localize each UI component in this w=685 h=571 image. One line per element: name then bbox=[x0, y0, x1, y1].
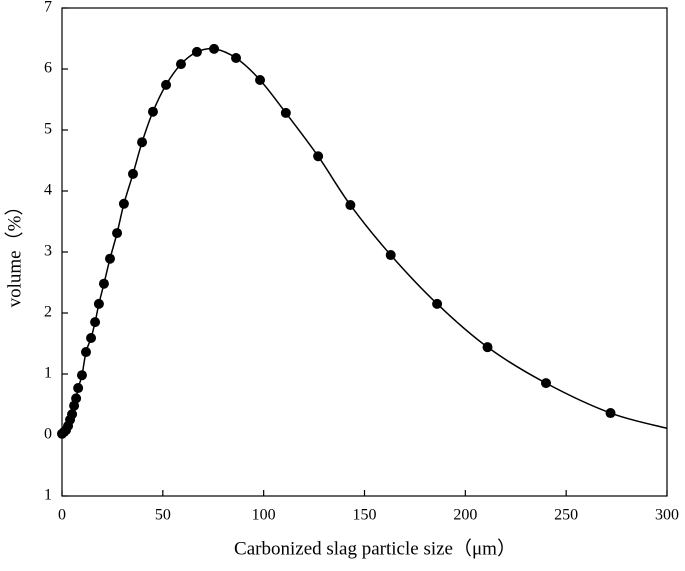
data-point bbox=[98, 278, 109, 289]
data-point bbox=[345, 200, 356, 211]
y-tick-label: 4 bbox=[44, 182, 52, 199]
data-point bbox=[161, 79, 172, 90]
x-tick-label: 250 bbox=[554, 507, 578, 524]
y-tick-label: 7 bbox=[44, 0, 52, 16]
data-point bbox=[209, 43, 220, 54]
curve bbox=[61, 47, 668, 435]
data-point bbox=[147, 106, 158, 117]
y-tick-label: 1 bbox=[44, 365, 52, 382]
x-tick-label: 200 bbox=[453, 507, 477, 524]
x-tick-label: 0 bbox=[58, 507, 66, 524]
data-point bbox=[80, 347, 91, 358]
data-point bbox=[191, 46, 202, 57]
data-point bbox=[605, 408, 616, 419]
y-tick-label: 1 bbox=[44, 487, 52, 504]
y-tick-label: 5 bbox=[44, 121, 52, 138]
data-point bbox=[90, 317, 101, 328]
y-axis-label: volume（%） bbox=[3, 197, 25, 308]
data-point bbox=[93, 298, 104, 309]
data-point bbox=[118, 198, 129, 209]
plot-frame bbox=[61, 7, 668, 497]
data-point bbox=[313, 151, 324, 162]
data-point bbox=[71, 393, 82, 404]
data-point bbox=[280, 107, 291, 118]
x-tick-label: 300 bbox=[655, 507, 679, 524]
data-point bbox=[76, 370, 87, 381]
x-tick-label: 50 bbox=[155, 507, 171, 524]
data-point bbox=[255, 74, 266, 85]
y-tick-label: 3 bbox=[44, 243, 52, 260]
data-point bbox=[112, 228, 123, 239]
data-point bbox=[432, 298, 443, 309]
data-point bbox=[86, 333, 97, 344]
y-tick-label: 0 bbox=[44, 426, 52, 443]
data-point bbox=[67, 409, 78, 420]
data-point bbox=[175, 59, 186, 70]
y-tick-label: 6 bbox=[44, 60, 52, 77]
data-point bbox=[127, 168, 138, 179]
data-point bbox=[541, 378, 551, 389]
y-tick-label: 2 bbox=[44, 304, 52, 321]
data-point bbox=[385, 250, 396, 261]
data-point bbox=[231, 53, 242, 64]
x-tick-label: 100 bbox=[252, 507, 276, 524]
data-point bbox=[104, 253, 115, 264]
data-point bbox=[73, 383, 84, 394]
x-tick-label: 150 bbox=[353, 507, 377, 524]
data-point bbox=[137, 137, 148, 148]
data-point bbox=[482, 342, 493, 353]
x-axis-label: Carbonized slag particle size（μm） bbox=[234, 537, 516, 559]
